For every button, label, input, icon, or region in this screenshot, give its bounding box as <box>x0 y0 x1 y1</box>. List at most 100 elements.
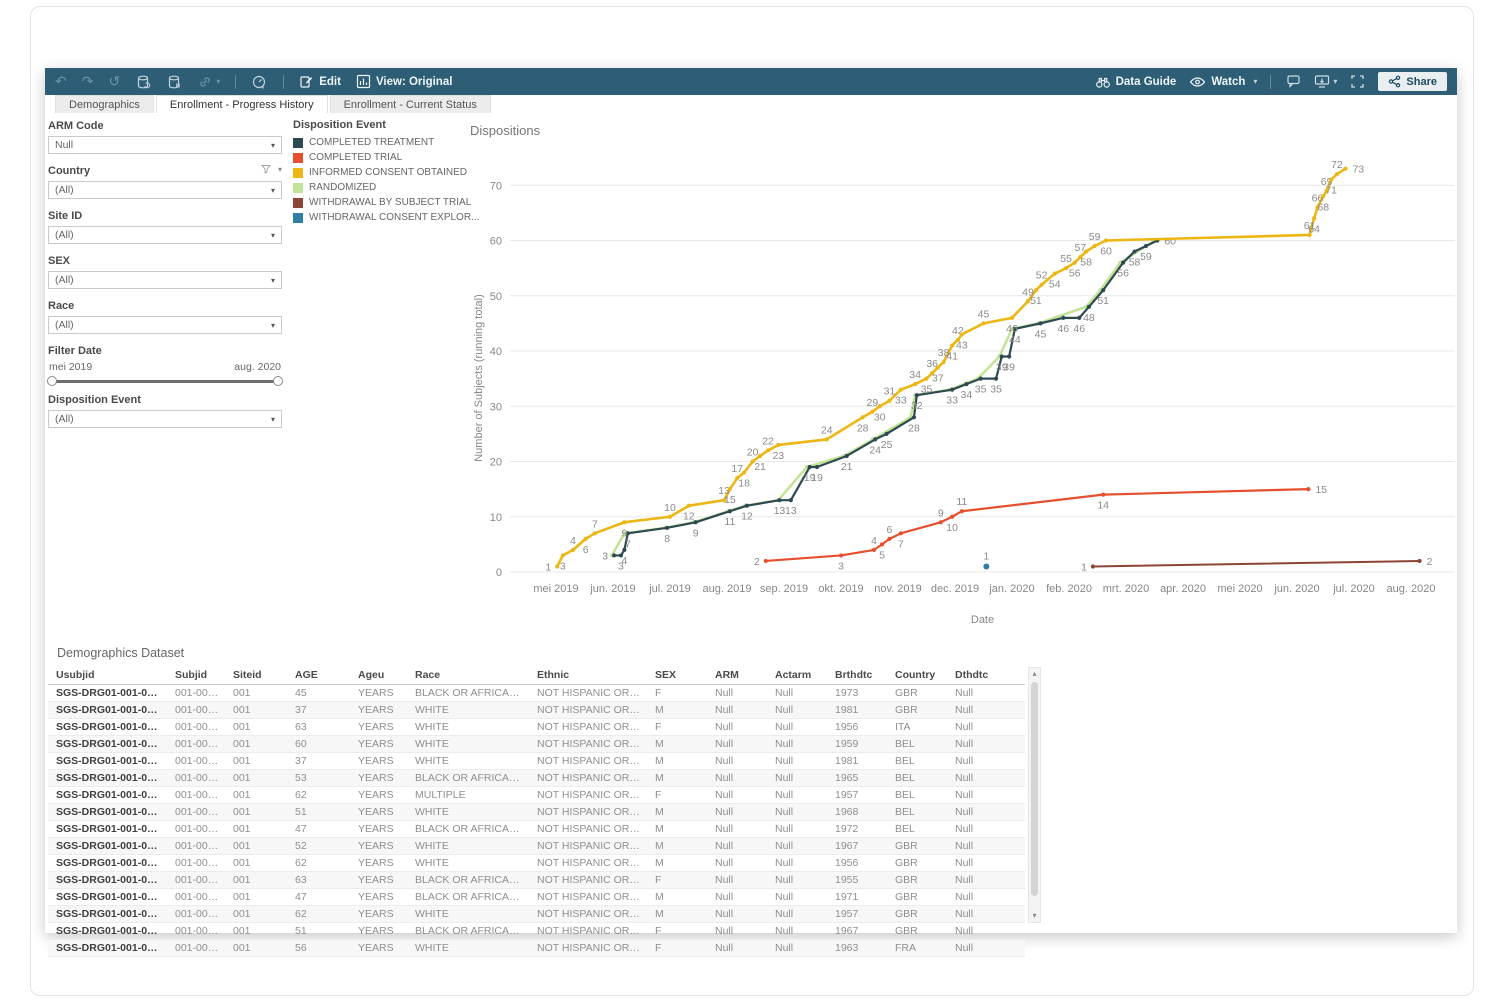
data-point[interactable] <box>592 531 597 536</box>
cell-ageu[interactable]: YEARS <box>350 905 407 923</box>
cell-ageu[interactable]: YEARS <box>350 854 407 872</box>
cell-ageu[interactable]: YEARS <box>350 803 407 821</box>
data-point[interactable] <box>1343 166 1348 171</box>
cell-brthdtc[interactable]: 1965 <box>827 769 887 787</box>
cell-ethnic[interactable]: NOT HISPANIC OR LATINO <box>529 752 647 770</box>
cell-country[interactable]: GBR <box>887 837 947 855</box>
link-icon[interactable]: ▾ <box>197 74 220 90</box>
data-point[interactable] <box>978 376 983 381</box>
cell-age[interactable]: 63 <box>287 871 350 889</box>
data-point[interactable] <box>1307 232 1312 238</box>
series-line[interactable] <box>764 488 1310 563</box>
cell-subjid[interactable]: 001-0086 <box>167 888 225 906</box>
cell-siteid[interactable]: 001 <box>225 718 287 736</box>
cell-ageu[interactable]: YEARS <box>350 888 407 906</box>
data-point[interactable] <box>1306 487 1311 492</box>
data-point[interactable] <box>1092 243 1097 249</box>
cell-siteid[interactable]: 001 <box>225 888 287 906</box>
cell-ethnic[interactable]: NOT HISPANIC OR LATINO <box>529 769 647 787</box>
cell-subjid[interactable]: 001-0002 <box>167 684 225 702</box>
cell-age[interactable]: 60 <box>287 735 350 753</box>
column-header-arm[interactable]: ARM <box>707 666 767 685</box>
data-point[interactable] <box>898 387 903 392</box>
cell-ethnic[interactable]: NOT HISPANIC OR LATINO <box>529 803 647 821</box>
data-point[interactable] <box>1084 249 1089 254</box>
data-point[interactable] <box>1078 254 1083 260</box>
data-point[interactable] <box>686 503 691 508</box>
cell-country[interactable]: GBR <box>887 854 947 872</box>
cell-sex[interactable]: M <box>647 735 707 753</box>
cell-country[interactable]: ITA <box>887 718 947 736</box>
metrics-gauge-icon[interactable] <box>251 74 268 90</box>
data-point[interactable] <box>744 503 750 508</box>
table-row[interactable]: SGS-DRG01-001-001-0098001-009800156YEARS… <box>48 939 1025 957</box>
data-point[interactable] <box>871 547 877 552</box>
cell-dthdtc[interactable]: Null <box>947 888 1025 906</box>
data-point[interactable] <box>860 415 865 420</box>
data-point[interactable] <box>1324 188 1329 193</box>
column-header-ageu[interactable]: Ageu <box>350 666 407 685</box>
data-point[interactable] <box>993 376 999 381</box>
series-line[interactable] <box>613 239 1159 557</box>
data-point[interactable] <box>1009 315 1015 320</box>
cell-arm[interactable]: Null <box>707 922 767 940</box>
cell-sex[interactable]: F <box>647 871 707 889</box>
cell-age[interactable]: 47 <box>287 888 350 906</box>
edit-button[interactable]: Edit <box>299 74 341 89</box>
cell-race[interactable]: WHITE <box>407 752 529 770</box>
cell-subjid[interactable]: 001-0010 <box>167 701 225 719</box>
column-header-siteid[interactable]: Siteid <box>225 666 287 685</box>
data-point[interactable] <box>1086 304 1092 309</box>
comments-icon[interactable] <box>1284 74 1301 89</box>
cell-age[interactable]: 62 <box>287 854 350 872</box>
data-point[interactable] <box>964 382 969 387</box>
cell-usubjid[interactable]: SGS-DRG01-001-001-0077 <box>48 837 167 855</box>
column-header-subjid[interactable]: Subjid <box>167 666 225 685</box>
pause-updates-icon[interactable] <box>166 74 182 90</box>
cell-race[interactable]: WHITE <box>407 735 529 753</box>
data-point[interactable] <box>742 470 747 475</box>
cell-arm[interactable]: Null <box>707 735 767 753</box>
download-caret-icon[interactable]: ▾ <box>1333 76 1338 86</box>
cell-race[interactable]: BLACK OR AFRICAN AMER.. <box>407 888 529 906</box>
cell-subjid[interactable]: 001-0066 <box>167 803 225 821</box>
cell-country[interactable]: GBR <box>887 905 947 923</box>
dropdown-caret-icon[interactable]: ▾ <box>270 275 275 285</box>
cell-brthdtc[interactable]: 1963 <box>827 939 887 957</box>
cell-race[interactable]: WHITE <box>407 905 529 923</box>
data-point[interactable] <box>665 525 670 530</box>
cell-subjid[interactable]: 001-0077 <box>167 837 225 855</box>
cell-subjid[interactable]: 001-0098 <box>167 939 225 957</box>
data-point[interactable] <box>1072 260 1077 265</box>
cell-siteid[interactable]: 001 <box>225 939 287 957</box>
data-point[interactable] <box>1101 288 1106 293</box>
filter-dropdown-disposition-event[interactable]: (All) ▾ <box>48 410 282 428</box>
data-point[interactable] <box>727 509 732 514</box>
data-point[interactable] <box>1143 243 1149 249</box>
scroll-down-icon[interactable]: ▾ <box>1032 911 1037 920</box>
data-point[interactable] <box>877 404 882 409</box>
data-point[interactable] <box>930 371 935 376</box>
cell-ethnic[interactable]: NOT HISPANIC OR LATINO <box>529 735 647 753</box>
cell-siteid[interactable]: 001 <box>225 701 287 719</box>
column-header-sex[interactable]: SEX <box>647 666 707 685</box>
data-point[interactable] <box>622 520 627 525</box>
series-randomized[interactable] <box>609 238 1157 558</box>
cell-arm[interactable]: Null <box>707 888 767 906</box>
cell-sex[interactable]: M <box>647 701 707 719</box>
data-point[interactable] <box>765 448 771 453</box>
cell-race[interactable]: BLACK OR AFRICAN AMER.. <box>407 871 529 889</box>
table-row[interactable]: SGS-DRG01-001-001-0077001-007700152YEARS… <box>48 837 1025 855</box>
cell-brthdtc[interactable]: 1967 <box>827 837 887 855</box>
cell-actarm[interactable]: Null <box>767 922 827 940</box>
cell-race[interactable]: WHITE <box>407 718 529 736</box>
download-icon[interactable]: ▾ <box>1314 74 1337 89</box>
data-point[interactable] <box>777 498 782 503</box>
cell-arm[interactable]: Null <box>707 718 767 736</box>
cell-actarm[interactable]: Null <box>767 786 827 804</box>
tab-enrollment-progress-history[interactable]: Enrollment - Progress History <box>155 95 328 113</box>
table-row[interactable]: SGS-DRG01-001-001-0010001-001000137YEARS… <box>48 701 1025 719</box>
data-point[interactable] <box>1315 205 1320 210</box>
cell-brthdtc[interactable]: 1957 <box>827 786 887 804</box>
